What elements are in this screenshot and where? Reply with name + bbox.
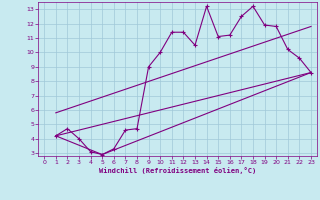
X-axis label: Windchill (Refroidissement éolien,°C): Windchill (Refroidissement éolien,°C) — [99, 167, 256, 174]
